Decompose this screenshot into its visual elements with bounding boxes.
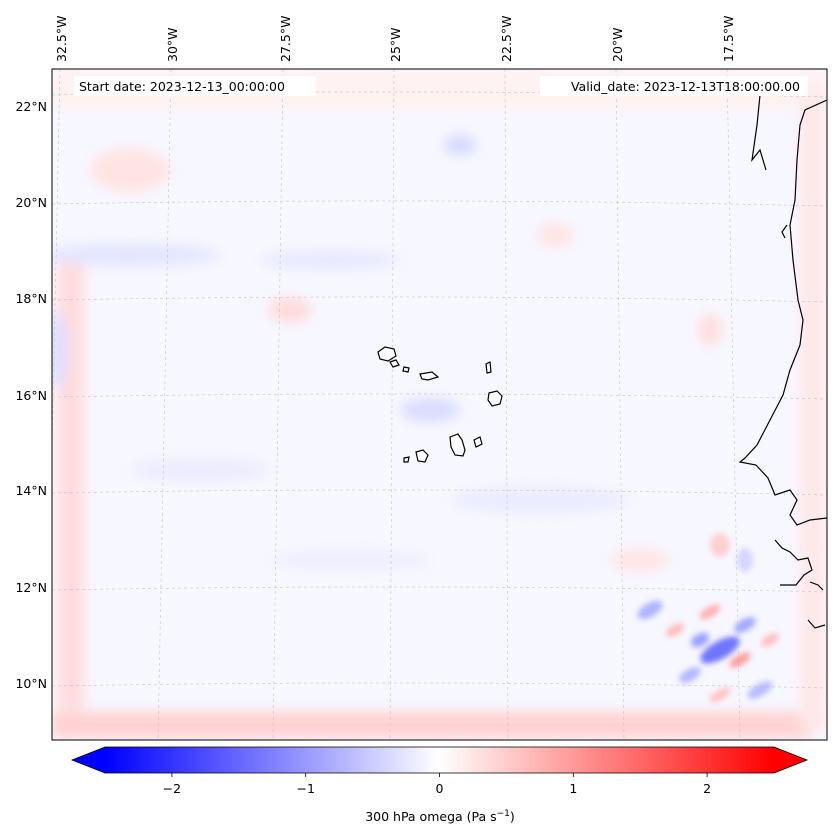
lon-label: 22.5°W <box>499 16 514 62</box>
colorbar-tick-label: 1 <box>569 781 577 796</box>
islands <box>377 346 503 463</box>
coastline <box>738 94 827 629</box>
lon-label: 25°W <box>388 27 403 62</box>
lat-label: 16°N <box>15 388 47 403</box>
lat-label: 12°N <box>15 580 47 595</box>
map-frame <box>51 68 828 741</box>
colorbar-tick-label: −2 <box>163 781 181 796</box>
colorbar-gradient <box>105 747 774 773</box>
colorbar-extend-max <box>774 747 807 773</box>
lat-label: 22°N <box>15 99 47 114</box>
lon-label: 20°W <box>610 27 625 62</box>
lat-label: 18°N <box>15 291 47 306</box>
lat-label: 20°N <box>15 195 47 210</box>
colorbar-tick-label: −1 <box>296 781 314 796</box>
lat-label: 10°N <box>15 676 47 691</box>
lat-labels: 22°N 20°N 18°N 16°N 14°N 12°N 10°N <box>15 99 47 691</box>
colorbar-ticks: −2 −1 0 1 2 <box>163 773 711 796</box>
colorbar: −2 −1 0 1 2 300 hPa omega (Pa s−1) <box>70 746 809 824</box>
lon-labels: 32.5°W 30°W 27.5°W 25°W 22.5°W 20°W 17.5… <box>54 16 736 62</box>
gridlines <box>52 69 827 740</box>
omega-field: Start date: 2023-12-13_00:00:00 Valid_da… <box>52 69 827 740</box>
colorbar-tick-label: 0 <box>436 781 444 796</box>
lon-label: 32.5°W <box>54 16 69 62</box>
start-date-label: Start date: 2023-12-13_00:00:00 <box>79 79 285 94</box>
colorbar-extend-min <box>72 747 105 773</box>
valid-date-label: Valid_date: 2023-12-13T18:00:00.00 <box>571 79 800 94</box>
lon-label: 27.5°W <box>278 16 293 62</box>
lon-label: 30°W <box>165 27 180 62</box>
lon-label: 17.5°W <box>721 16 736 62</box>
lat-label: 14°N <box>15 483 47 498</box>
colorbar-tick-label: 2 <box>703 781 711 796</box>
colorbar-label: 300 hPa omega (Pa s−1) <box>365 809 515 824</box>
